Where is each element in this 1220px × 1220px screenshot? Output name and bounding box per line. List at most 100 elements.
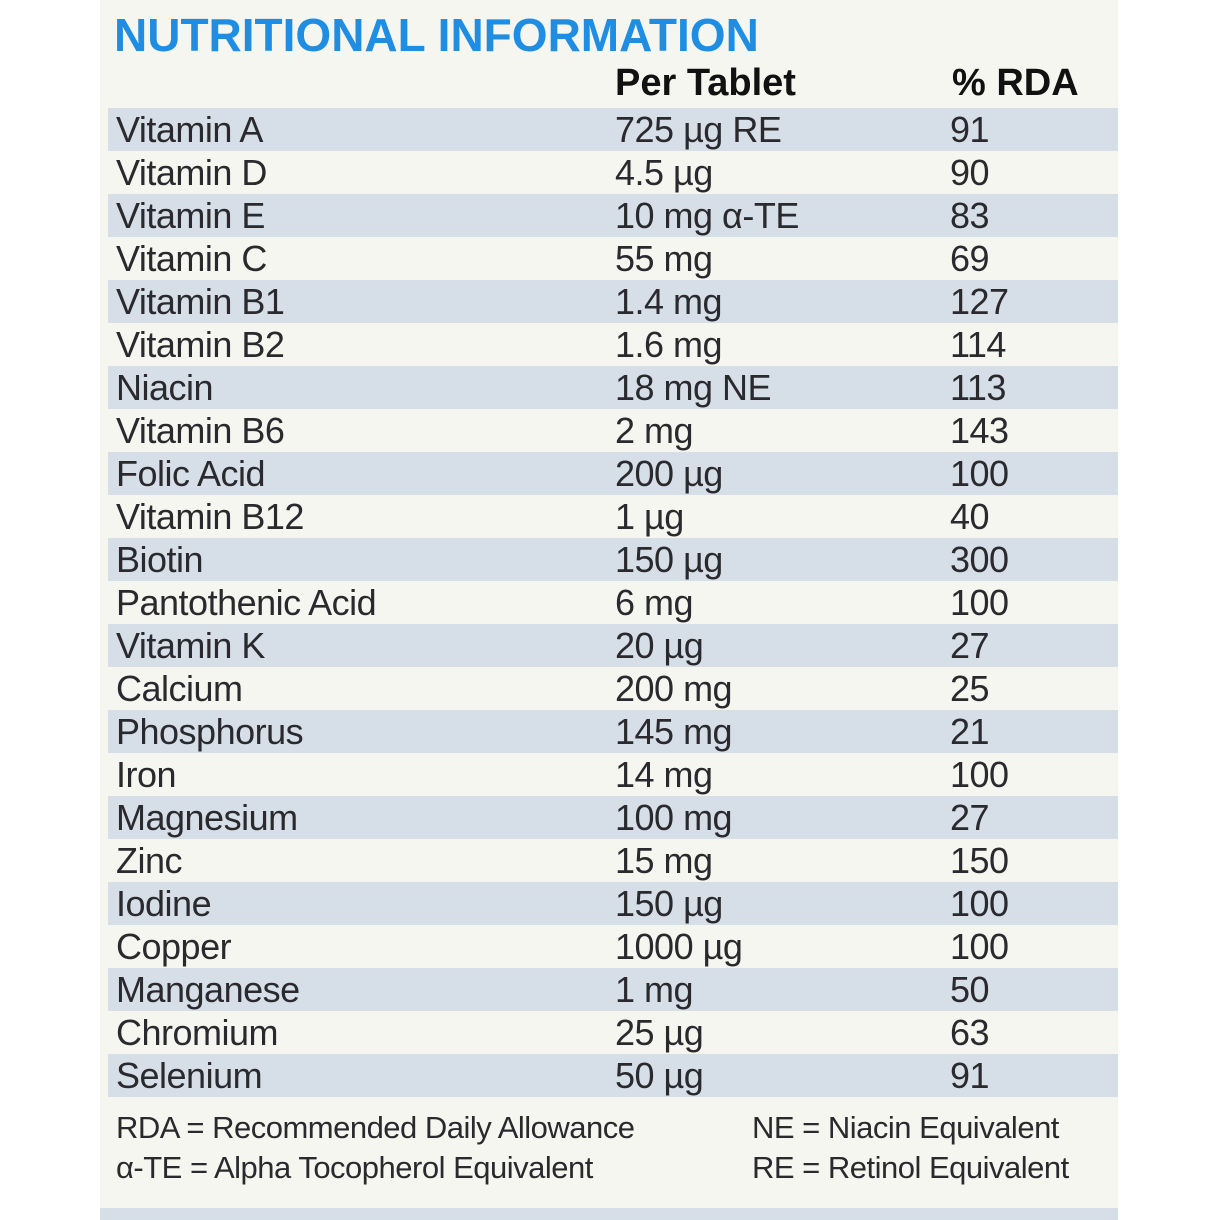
rda: 25 bbox=[950, 668, 990, 709]
footnote: NE = Niacin Equivalent bbox=[752, 1110, 1059, 1145]
amount: 14 mg bbox=[615, 754, 713, 795]
rda: 40 bbox=[950, 496, 990, 537]
rda: 100 bbox=[950, 754, 1009, 795]
table-row: Manganese 1 mg 50 bbox=[108, 968, 1118, 1011]
nutrient: Chromium bbox=[116, 1012, 279, 1053]
rda: 100 bbox=[950, 883, 1009, 924]
amount: 6 mg bbox=[615, 582, 694, 623]
nutrient: Vitamin B2 bbox=[116, 324, 285, 365]
table-row: Pantothenic Acid 6 mg 100 bbox=[108, 581, 1118, 624]
nutrient: Calcium bbox=[116, 668, 243, 709]
table-row: Vitamin D 4.5 µg 90 bbox=[108, 151, 1118, 194]
nutrient: Niacin bbox=[116, 367, 214, 408]
amount: 50 µg bbox=[615, 1055, 704, 1096]
nutrient: Iron bbox=[116, 754, 177, 795]
table-row: Zinc 15 mg 150 bbox=[108, 839, 1118, 882]
rda: 63 bbox=[950, 1012, 990, 1053]
nutrient: Zinc bbox=[116, 840, 183, 881]
rda: 114 bbox=[950, 324, 1006, 365]
nutrient: Vitamin B1 bbox=[116, 281, 285, 322]
amount: 1.6 mg bbox=[615, 324, 723, 365]
amount: 100 mg bbox=[615, 797, 733, 838]
table-row: Vitamin B12 1 µg 40 bbox=[108, 495, 1118, 538]
rda: 100 bbox=[950, 582, 1009, 623]
rda: 113 bbox=[950, 367, 1006, 408]
amount: 150 µg bbox=[615, 883, 723, 924]
nutrient: Vitamin D bbox=[116, 152, 267, 193]
amount: 20 µg bbox=[615, 625, 704, 666]
rda: 50 bbox=[950, 969, 990, 1010]
rda: 127 bbox=[950, 281, 1009, 322]
table-row: Phosphorus 145 mg 21 bbox=[108, 710, 1118, 753]
amount: 15 mg bbox=[615, 840, 713, 881]
amount: 200 µg bbox=[615, 453, 723, 494]
rda: 27 bbox=[950, 625, 990, 666]
rda: 90 bbox=[950, 152, 990, 193]
table-row: Biotin 150 µg 300 bbox=[108, 538, 1118, 581]
nutrient: Phosphorus bbox=[116, 711, 304, 752]
table-row: Iron 14 mg 100 bbox=[108, 753, 1118, 796]
table-row: Vitamin B2 1.6 mg 114 bbox=[108, 323, 1118, 366]
amount: 150 µg bbox=[615, 539, 723, 580]
rda: 100 bbox=[950, 453, 1009, 494]
table-row: Magnesium 100 mg 27 bbox=[108, 796, 1118, 839]
amount: 25 µg bbox=[615, 1012, 704, 1053]
table-row: Vitamin C 55 mg 69 bbox=[108, 237, 1118, 280]
nutrient: Iodine bbox=[116, 883, 212, 924]
rda: 69 bbox=[950, 238, 990, 279]
nutrient: Biotin bbox=[116, 539, 204, 580]
amount: 1.4 mg bbox=[615, 281, 723, 322]
nutrient: Folic Acid bbox=[116, 453, 266, 494]
nutrient: Vitamin E bbox=[116, 195, 265, 236]
title: NUTRITIONAL INFORMATION bbox=[114, 9, 759, 61]
rda: 21 bbox=[950, 711, 990, 752]
table-row: Niacin 18 mg NE 113 bbox=[108, 366, 1118, 409]
table-row: Vitamin A 725 µg RE 91 bbox=[108, 108, 1118, 151]
nutrient: Vitamin C bbox=[116, 238, 267, 279]
table-row: Folic Acid 200 µg 100 bbox=[108, 452, 1118, 495]
table-row: Calcium 200 mg 25 bbox=[108, 667, 1118, 710]
table-row: Selenium 50 µg 91 bbox=[108, 1054, 1118, 1097]
table-row: Copper 1000 µg 100 bbox=[108, 925, 1118, 968]
rda: 91 bbox=[950, 1055, 990, 1096]
table-row: Vitamin E 10 mg α-TE 83 bbox=[108, 194, 1118, 237]
amount: 1 µg bbox=[615, 496, 684, 537]
table-row: Vitamin B6 2 mg 143 bbox=[108, 409, 1118, 452]
label-panel: NUTRITIONAL INFORMATION Per Tablet % RDA… bbox=[100, 0, 1118, 1220]
column-header: Per Tablet bbox=[615, 62, 796, 104]
rda: 150 bbox=[950, 840, 1009, 881]
nutrient: Copper bbox=[116, 926, 232, 967]
nutrient: Vitamin B6 bbox=[116, 410, 285, 451]
rda: 27 bbox=[950, 797, 990, 838]
amount: 55 mg bbox=[615, 238, 713, 279]
column-header: % RDA bbox=[952, 62, 1079, 104]
amount: 10 mg α-TE bbox=[615, 195, 799, 236]
footnote: α-TE = Alpha Tocopherol Equivalent bbox=[116, 1150, 593, 1185]
nutrient: Vitamin A bbox=[116, 109, 263, 150]
nutrient: Selenium bbox=[116, 1055, 263, 1096]
nutrient: Manganese bbox=[116, 969, 300, 1010]
nutrient: Pantothenic Acid bbox=[116, 582, 377, 623]
amount: 1000 µg bbox=[615, 926, 743, 967]
amount: 4.5 µg bbox=[615, 152, 713, 193]
table-row: Vitamin K 20 µg 27 bbox=[108, 624, 1118, 667]
amount: 200 mg bbox=[615, 668, 733, 709]
rda: 143 bbox=[950, 410, 1009, 451]
nutrient: Vitamin K bbox=[116, 625, 265, 666]
table-row: Chromium 25 µg 63 bbox=[108, 1011, 1118, 1054]
amount: 18 mg NE bbox=[615, 367, 772, 408]
rda: 300 bbox=[950, 539, 1009, 580]
nutrient: Vitamin B12 bbox=[116, 496, 304, 537]
amount: 145 mg bbox=[615, 711, 733, 752]
rda: 100 bbox=[950, 926, 1009, 967]
footnote: RDA = Recommended Daily Allowance bbox=[116, 1110, 635, 1145]
amount: 1 mg bbox=[615, 969, 694, 1010]
rda: 83 bbox=[950, 195, 990, 236]
rda: 91 bbox=[950, 109, 990, 150]
table-row: Vitamin B1 1.4 mg 127 bbox=[108, 280, 1118, 323]
footnote: RE = Retinol Equivalent bbox=[752, 1150, 1069, 1185]
nutrient: Magnesium bbox=[116, 797, 298, 838]
amount: 2 mg bbox=[615, 410, 694, 451]
band bbox=[100, 1208, 1118, 1220]
